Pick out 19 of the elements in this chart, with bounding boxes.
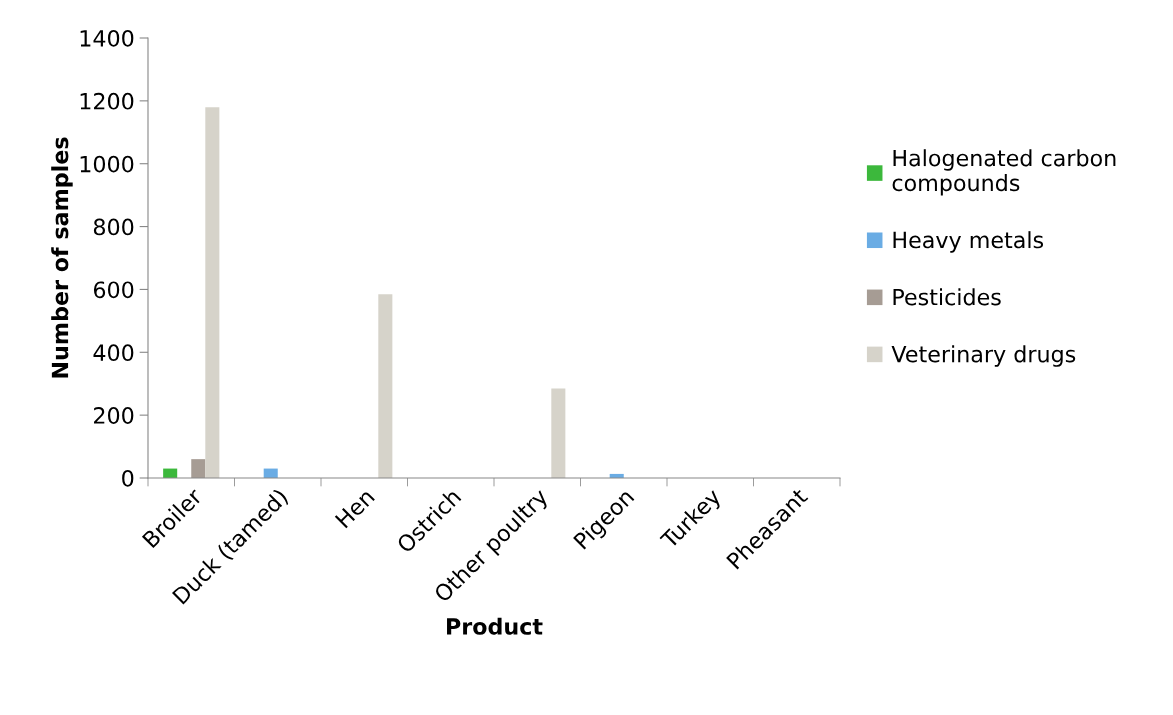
y-tick-label: 400 xyxy=(93,344,134,362)
bar xyxy=(205,107,220,478)
bar xyxy=(551,388,566,478)
legend-label: Heavy metals xyxy=(893,231,1044,253)
x-axis-title: Product xyxy=(447,617,543,635)
y-tick-label: 200 xyxy=(94,407,134,424)
y-tick-label: 1200 xyxy=(80,92,134,110)
x-tick-label: Hen xyxy=(334,488,376,529)
bar xyxy=(191,459,206,478)
legend-label: Halogenated carbon compounds xyxy=(892,149,1116,196)
y-tick-label: 800 xyxy=(93,218,134,236)
bar xyxy=(378,294,393,478)
y-tick-label: 600 xyxy=(93,281,134,299)
y-axis-title: Number of samples xyxy=(51,137,73,378)
y-tick-label: 1000 xyxy=(80,155,134,173)
y-tick-label: 0 xyxy=(122,469,134,487)
y-tick-label: 1400 xyxy=(80,29,134,47)
legend-label: Pesticides xyxy=(893,288,1001,306)
legend-label: Veterinary drugs xyxy=(891,345,1076,367)
